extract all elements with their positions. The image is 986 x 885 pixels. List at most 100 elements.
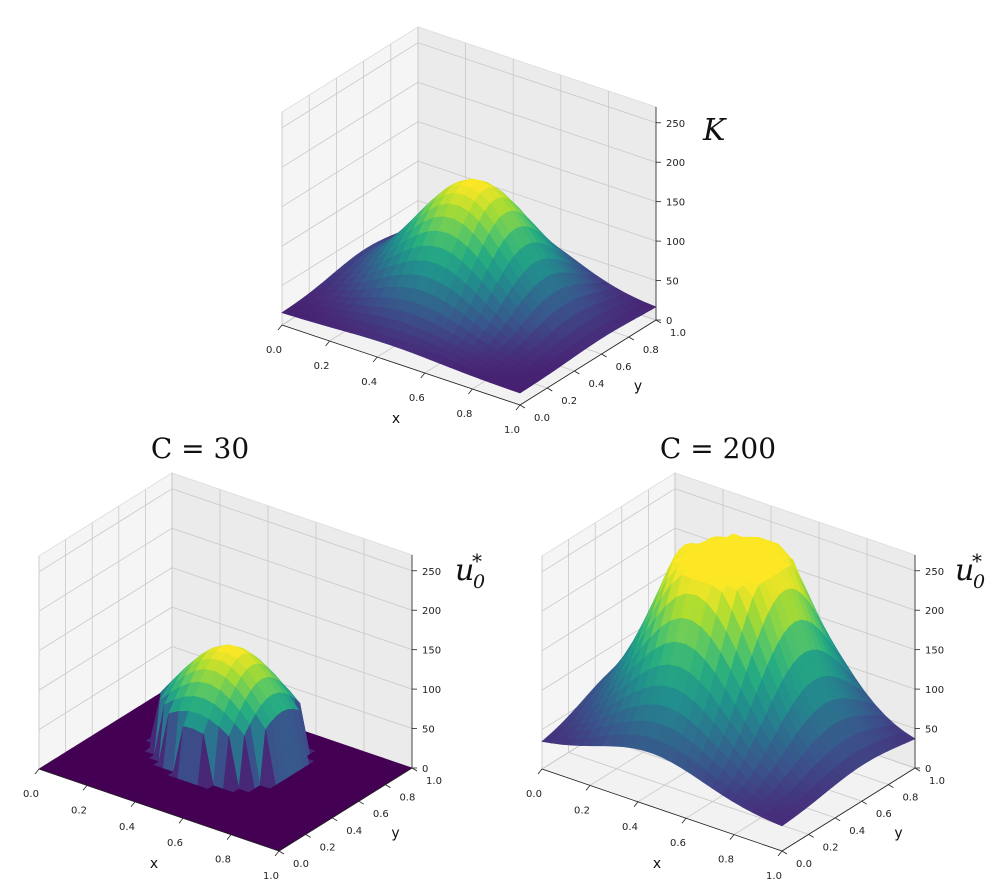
y-tick-mark — [546, 387, 553, 392]
zlabel-u-c30-main: u — [455, 553, 474, 588]
x-tick-mark — [178, 817, 184, 824]
y-tick-label: 0.0 — [796, 859, 812, 870]
y-tick-label: 0.2 — [823, 842, 839, 853]
z-tick-label: 200 — [422, 606, 441, 617]
grid-line — [541, 527, 676, 612]
panel-k: 0.00.20.40.60.81.00.00.20.40.60.81.00501… — [266, 26, 686, 436]
z-tick-label: 50 — [422, 725, 435, 736]
x-tick-mark — [633, 801, 639, 808]
grid-line — [38, 527, 173, 612]
x-tick-label: 0.2 — [71, 805, 87, 816]
surface — [38, 644, 413, 852]
x-tick-mark — [82, 785, 88, 791]
x-tick-label: 0.6 — [670, 838, 686, 849]
zlabel-u-c200-sup: * — [972, 549, 982, 573]
x-tick-label: 0.0 — [23, 789, 39, 800]
axis-lines — [38, 555, 413, 852]
grid-line — [674, 488, 916, 572]
x-axis-label: x — [150, 856, 158, 872]
z-tick-label: 50 — [666, 277, 679, 288]
y-tick-label: 0.2 — [561, 396, 577, 407]
grid-line — [38, 567, 173, 652]
x-tick-label: 1.0 — [766, 871, 782, 882]
grid-line — [281, 42, 419, 129]
z-tick-label: 100 — [666, 237, 685, 248]
y-tick-label: 1.0 — [670, 328, 686, 339]
y-tick-mark — [358, 800, 365, 805]
y-tick-label: 0.6 — [876, 809, 892, 820]
x-tick-label: 0.8 — [456, 409, 472, 420]
surface-patch — [771, 817, 789, 827]
z-tick-label: 50 — [925, 725, 938, 736]
x-axis-line — [281, 324, 521, 406]
x-tick-label: 0.4 — [622, 822, 638, 833]
x-tick-label: 0.6 — [409, 393, 425, 404]
x-tick-label: 0.4 — [119, 822, 135, 833]
panel-title-c30: C = 30 — [151, 432, 249, 465]
x-tick-mark — [130, 801, 136, 808]
grid-line — [171, 567, 413, 651]
grid-line — [417, 81, 657, 163]
x-tick-label: 0.4 — [361, 377, 377, 388]
x-tick-mark — [277, 324, 283, 331]
y-tick-label: 0.4 — [588, 379, 604, 390]
x-tick-mark — [537, 768, 543, 775]
x-tick-mark — [468, 388, 473, 395]
y-tick-label: 0.0 — [534, 413, 550, 424]
z-tick-label: 100 — [422, 685, 441, 696]
surface-patch — [509, 385, 527, 394]
y-axis-label: y — [894, 826, 902, 842]
y-tick-label: 0.4 — [346, 826, 362, 837]
z-tick-label: 0 — [422, 764, 428, 775]
grid-line — [541, 567, 676, 652]
x-tick-mark — [325, 340, 330, 347]
y-tick-mark — [888, 784, 894, 788]
y-tick-mark — [385, 784, 391, 788]
axis-lines — [281, 107, 657, 406]
tick-labels: 0.00.20.40.60.81.00.00.20.40.60.81.00501… — [266, 119, 686, 436]
panel-c200: 0.00.20.40.60.81.00.00.20.40.60.81.00501… — [526, 472, 945, 882]
grid-line — [38, 488, 173, 573]
grid-line — [417, 42, 657, 124]
grid-line — [541, 488, 676, 573]
zlabel-u-c200-main: u — [955, 553, 974, 588]
grid-line — [281, 121, 419, 208]
y-tick-label: 1.0 — [929, 776, 945, 787]
x-tick-mark — [274, 850, 280, 857]
x-tick-label: 1.0 — [263, 871, 279, 882]
x-tick-mark — [777, 850, 783, 857]
x-axis-label: x — [392, 411, 400, 427]
x-tick-label: 0.2 — [314, 361, 330, 372]
z-tick-label: 250 — [666, 119, 685, 130]
y-tick-label: 0.4 — [849, 826, 865, 837]
y-tick-mark — [601, 353, 607, 358]
y-tick-label: 0.8 — [643, 345, 659, 356]
grid-line — [281, 81, 419, 168]
x-tick-mark — [585, 785, 591, 791]
y-tick-mark — [411, 767, 418, 772]
y-tick-label: 0.8 — [399, 793, 415, 804]
x-tick-label: 0.6 — [167, 838, 183, 849]
grid-line — [417, 121, 657, 203]
y-tick-mark — [861, 800, 868, 805]
y-tick-mark — [628, 336, 635, 341]
x-tick-label: 0.8 — [215, 855, 231, 866]
grid-line — [281, 200, 419, 286]
zlabel-u-c200-sub: 0 — [973, 571, 985, 593]
x-tick-mark — [515, 404, 521, 411]
grid-line — [38, 606, 173, 691]
x-tick-mark — [420, 372, 426, 379]
x-tick-mark — [681, 817, 687, 824]
y-tick-label: 0.2 — [320, 842, 336, 853]
grid-line — [417, 160, 657, 242]
z-tick-label: 0 — [666, 316, 672, 327]
x-axis-line — [541, 768, 783, 852]
tick-labels: 0.00.20.40.60.81.00.00.20.40.60.81.00501… — [526, 567, 945, 882]
grid-line — [38, 646, 173, 730]
z-tick-label: 250 — [422, 567, 441, 578]
z-tick-label: 250 — [925, 567, 944, 578]
panel-c30: 0.00.20.40.60.81.00.00.20.40.60.81.00501… — [23, 472, 442, 882]
grid-line — [281, 160, 419, 247]
surface — [541, 533, 916, 827]
